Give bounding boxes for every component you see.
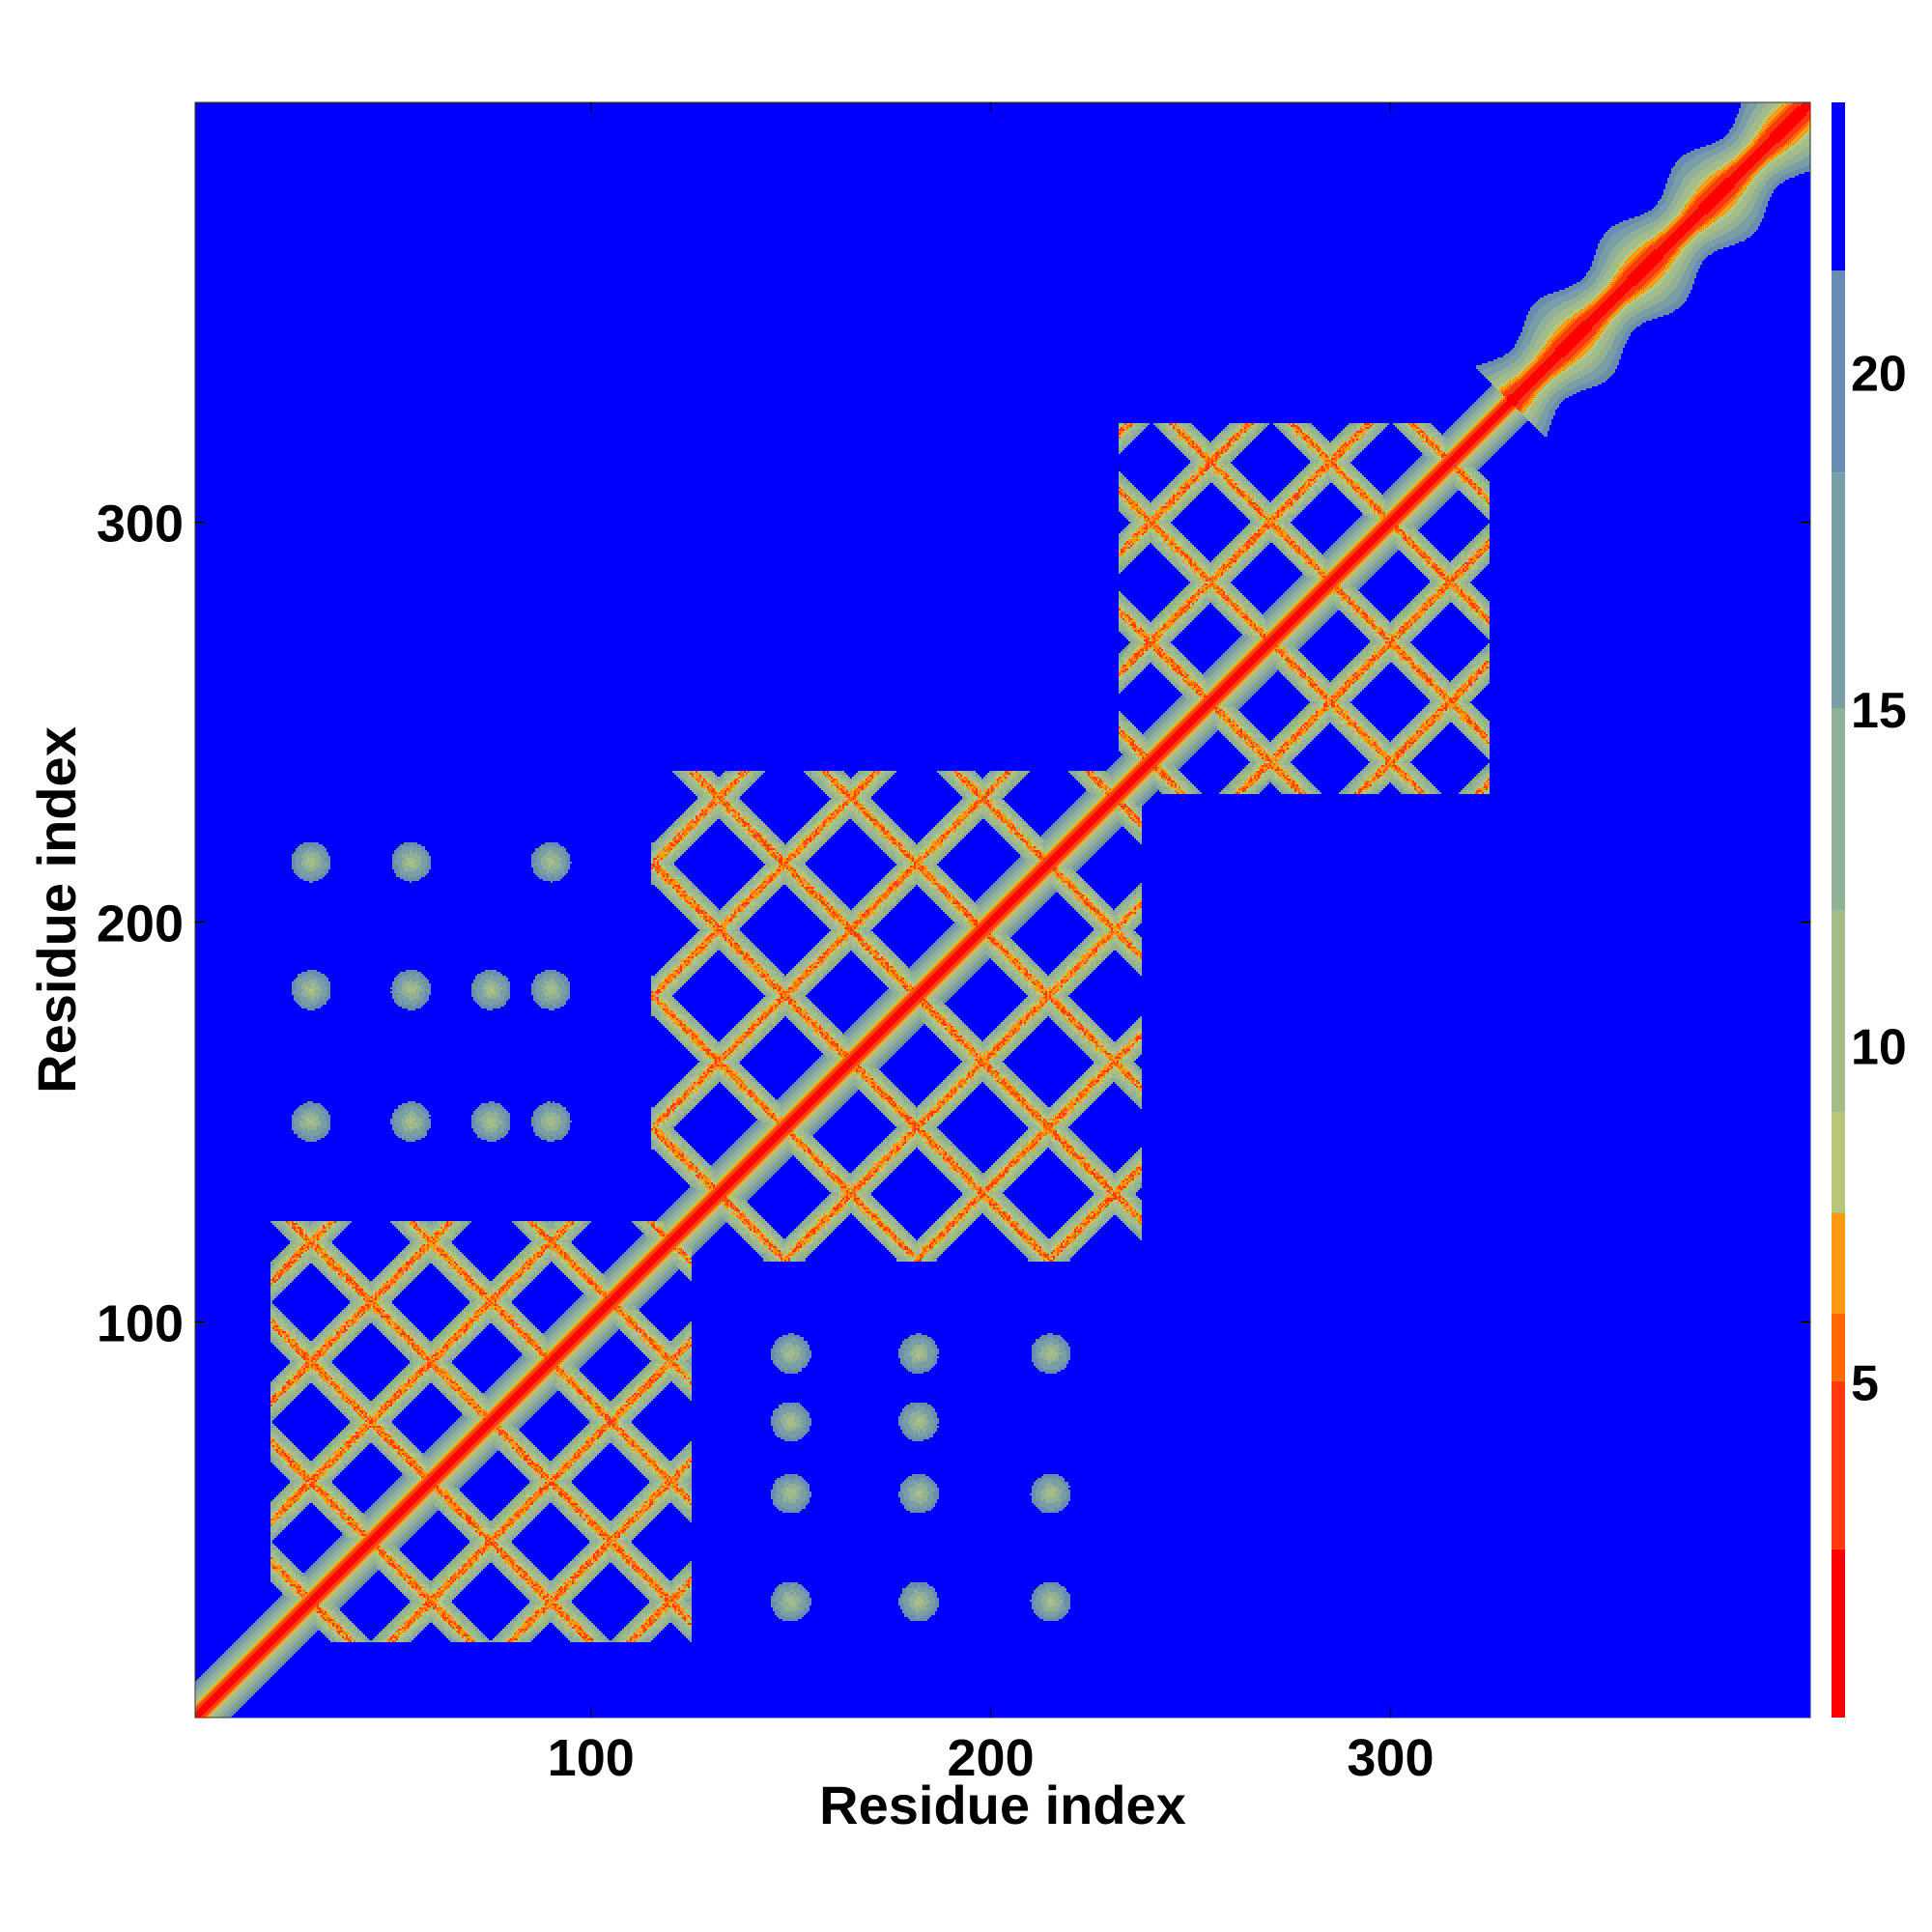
y-axis-label: Residue index [26,726,87,1094]
colorbar-segment [1832,270,1845,473]
x-tick-label: 100 [548,1729,635,1787]
colorbar-segment [1832,1380,1845,1549]
colorbar-segment [1832,1112,1845,1213]
y-tick-label: 300 [97,496,184,554]
colorbar-tick-label: 10 [1851,1019,1907,1075]
y-tick-label: 200 [97,895,184,952]
y-axis-ticks: 100 200 300 [97,496,1810,1352]
colorbar-segment [1832,102,1845,271]
colorbar-segment [1832,910,1845,1112]
colorbar-segment [1832,1314,1845,1381]
x-axis-ticks: 100 200 300 [548,102,1435,1787]
colorbar-segment [1832,708,1845,910]
colorbar-segment [1832,472,1845,708]
y-tick-label: 100 [97,1294,184,1352]
colorbar-tick-label: 20 [1851,347,1907,403]
heatmap [195,102,1810,1718]
x-tick-label: 200 [948,1729,1035,1787]
colorbar-segment [1832,1548,1845,1718]
colorbar-tick-label: 5 [1851,1356,1879,1412]
colorbar-tick-label: 15 [1851,683,1907,739]
colorbar: 5 10 15 20 [1832,102,1907,1718]
x-tick-label: 300 [1347,1729,1434,1787]
x-axis-label: Residue index [819,1775,1186,1835]
colorbar-segment [1832,1212,1845,1314]
plot-frame [194,101,1811,1719]
